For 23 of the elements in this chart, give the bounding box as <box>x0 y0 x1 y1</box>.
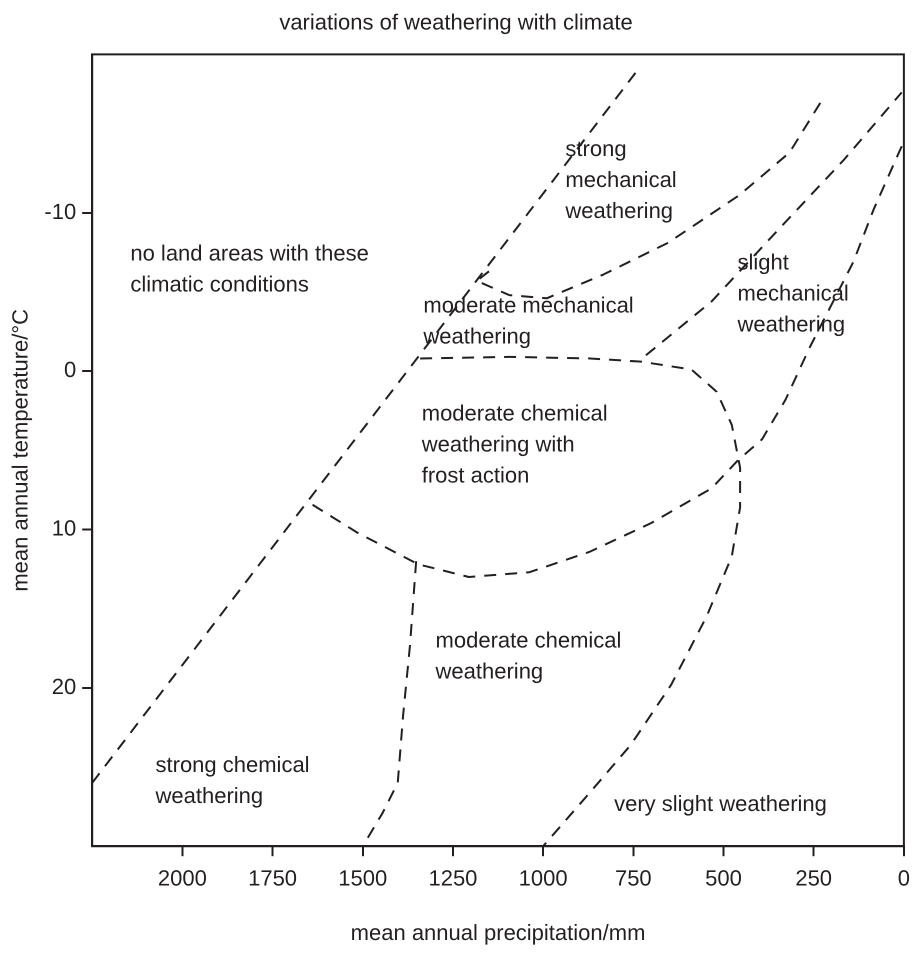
y-tick-label: 20 <box>52 674 76 699</box>
y-axis-title: mean annual temperature/°C <box>7 308 32 592</box>
x-tick-label: 1750 <box>248 865 298 890</box>
x-tick-label: 1000 <box>518 865 568 890</box>
x-axis-title: mean annual precipitation/mm <box>350 920 646 945</box>
chart-title: variations of weathering with climate <box>279 9 633 34</box>
y-tick-label: 10 <box>52 516 76 541</box>
x-tick-label: 250 <box>795 865 832 890</box>
x-tick-label: 1250 <box>428 865 478 890</box>
annotation: moderate chemical weathering with frost action <box>420 400 608 488</box>
x-tick-label: 750 <box>614 865 652 890</box>
x-tick-label: 0 <box>898 865 910 890</box>
annotation: strong mechanical weathering <box>564 136 677 224</box>
x-tick-label: 2000 <box>158 865 207 890</box>
y-tick-label: -10 <box>44 198 76 224</box>
annotation: moderate mechanical weathering <box>422 292 634 349</box>
annotation: no land areas with these climatic conditions <box>130 240 369 296</box>
annotation: moderate chemical weathering <box>434 628 622 684</box>
y-tick-label: 0 <box>64 357 76 382</box>
annotation: strong chemical weathering <box>154 752 310 808</box>
x-tick-label: 500 <box>705 865 742 890</box>
x-tick-label: 1500 <box>338 865 388 890</box>
annotation: very slight weathering <box>614 791 827 816</box>
